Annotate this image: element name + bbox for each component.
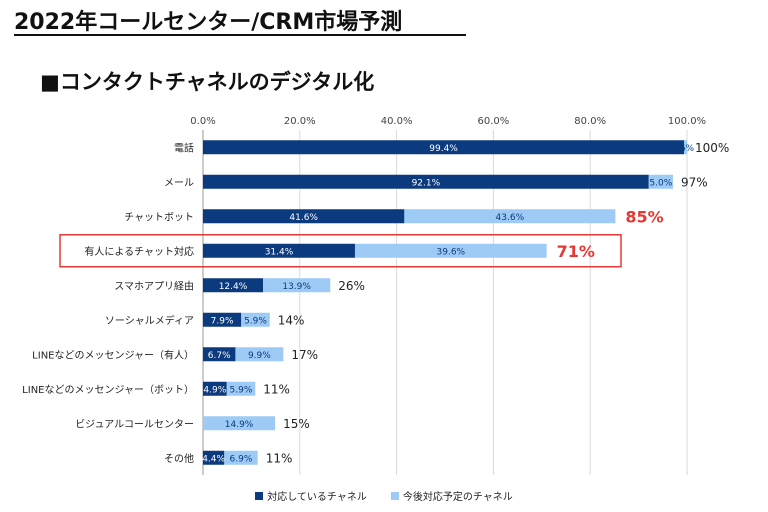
bar-value-label: 6.9% bbox=[230, 454, 253, 464]
total-label: 97% bbox=[681, 175, 708, 189]
category-label: 電話 bbox=[174, 141, 194, 154]
bar-segment-current bbox=[203, 209, 405, 224]
category-label: LINEなどのメッセンジャー（ボット） bbox=[22, 384, 194, 396]
legend-label-planned: 今後対応予定のチャネル bbox=[402, 492, 513, 503]
bar-segment-current bbox=[203, 347, 236, 362]
bar-value-label: 31.4% bbox=[265, 247, 294, 257]
bar-segment-current bbox=[203, 174, 649, 189]
bar-segment-current bbox=[203, 243, 355, 258]
section-title: ■コンタクトチャネルのデジタル化 bbox=[40, 70, 375, 94]
chart-legend: 対応しているチャネル 今後対応予定のチャネル bbox=[0, 488, 768, 503]
bar-segment-planned bbox=[404, 209, 616, 224]
bar-value-label: 92.1% bbox=[412, 178, 441, 188]
bar-value-label: 6.7% bbox=[208, 351, 231, 361]
x-tick-label: 100.0% bbox=[668, 116, 706, 127]
x-tick-label: 80.0% bbox=[574, 116, 606, 127]
total-label: 14% bbox=[278, 313, 305, 327]
bar-value-label: 99.4% bbox=[429, 144, 458, 154]
bar-value-label: 9.9% bbox=[248, 351, 271, 361]
x-tick-label: 60.0% bbox=[478, 116, 510, 127]
total-label: 71% bbox=[557, 242, 595, 261]
bar-value-label: 41.6% bbox=[289, 213, 318, 223]
bar-value-label: 43.6% bbox=[496, 213, 525, 223]
legend-swatch-current bbox=[255, 491, 264, 500]
total-label: 11% bbox=[263, 382, 290, 396]
category-label: スマホアプリ経由 bbox=[114, 279, 194, 292]
category-label: その他 bbox=[164, 452, 194, 465]
bar-segment-current bbox=[203, 140, 685, 155]
highlight-box bbox=[59, 234, 622, 268]
total-label: 100% bbox=[695, 141, 729, 155]
legend-label-current: 対応しているチャネル bbox=[267, 492, 367, 503]
category-label: ソーシャルメディア bbox=[105, 314, 194, 327]
category-label: LINEなどのメッセンジャー（有人） bbox=[32, 348, 194, 361]
total-label: 11% bbox=[266, 451, 293, 465]
total-label: 85% bbox=[625, 207, 663, 226]
bar-value-label: 4.4% bbox=[202, 454, 225, 464]
bar-segment-planned bbox=[226, 381, 256, 396]
bar-value-label: 7.9% bbox=[211, 316, 234, 326]
bar-segment-current bbox=[203, 312, 242, 327]
bar-segment-planned bbox=[263, 278, 331, 293]
category-label: 有人によるチャット対応 bbox=[84, 245, 194, 258]
bar-segment-planned bbox=[648, 174, 673, 189]
category-label: チャットボット bbox=[124, 211, 194, 223]
bar-segment-planned bbox=[235, 347, 284, 362]
legend-item-current: 対応しているチャネル bbox=[255, 488, 367, 503]
bar-value-label: 12.4% bbox=[219, 282, 248, 292]
bar-segment-planned bbox=[684, 140, 687, 155]
title-underline bbox=[14, 34, 466, 36]
bar-value-label: 5.9% bbox=[244, 316, 267, 326]
bar-segment-current bbox=[203, 278, 264, 293]
bar-segment-current bbox=[203, 381, 227, 396]
bar-segment-current bbox=[203, 450, 225, 465]
bar-segment-planned bbox=[241, 312, 270, 327]
category-label: ビジュアルコールセンター bbox=[75, 418, 194, 430]
x-tick-label: 40.0% bbox=[381, 116, 413, 127]
x-tick-label: 20.0% bbox=[284, 116, 316, 127]
total-label: 17% bbox=[291, 348, 318, 362]
total-label: 15% bbox=[283, 417, 310, 431]
legend-item-planned: 今後対応予定のチャネル bbox=[390, 488, 513, 503]
page-title: 2022年コールセンター/CRM市場予測 bbox=[14, 10, 403, 35]
legend-swatch-planned bbox=[390, 491, 399, 500]
bar-segment-planned bbox=[224, 450, 258, 465]
bar-value-label: 39.6% bbox=[437, 247, 466, 257]
bar-segment-planned bbox=[354, 243, 547, 258]
total-label: 26% bbox=[338, 279, 365, 293]
bar-value-label: 13.9% bbox=[282, 282, 311, 292]
bar-value-label: 14.9% bbox=[225, 420, 254, 430]
bar-value-label: 5.0% bbox=[649, 178, 672, 188]
category-label: メール bbox=[164, 178, 194, 189]
x-tick-label: 0.0% bbox=[190, 116, 215, 127]
bar-value-label: 4.9% bbox=[203, 385, 226, 395]
bar-segment-planned bbox=[203, 416, 276, 431]
bar-value-label: 5.9% bbox=[230, 385, 253, 395]
bar-value-label: .6% bbox=[677, 144, 695, 154]
